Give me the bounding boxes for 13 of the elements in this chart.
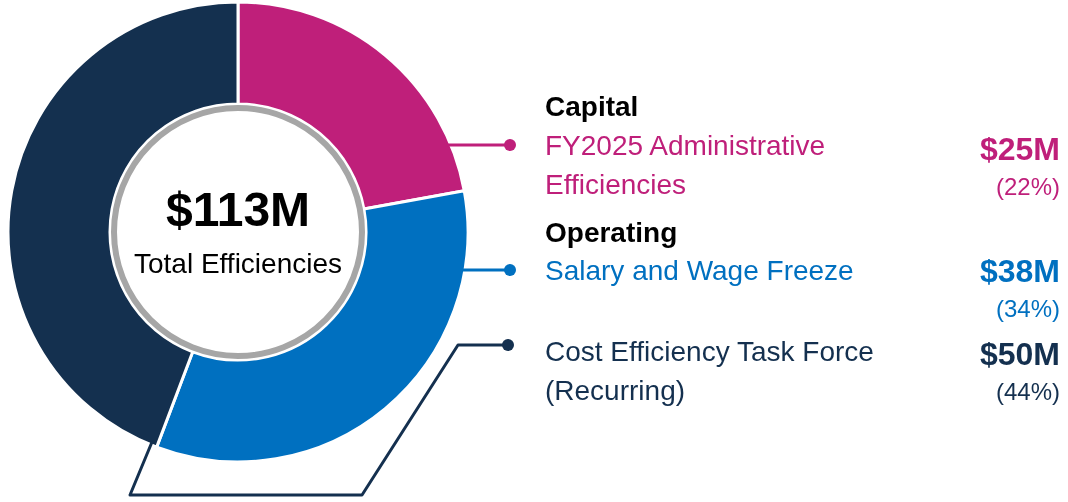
legend-label: Cost Efficiency Task Force (Recurring) xyxy=(545,336,874,406)
data-label: $50M xyxy=(979,336,1060,372)
text: Total Efficiencies xyxy=(133,248,343,279)
text: (44%) xyxy=(995,378,1060,405)
text: Operating xyxy=(545,217,678,248)
data-label: $38M xyxy=(979,253,1060,289)
data-label: $25M xyxy=(979,131,1060,167)
text: Capital xyxy=(545,91,639,122)
text: (22%) xyxy=(995,173,1060,200)
text: $113M xyxy=(165,183,311,236)
text: (34%) xyxy=(995,295,1060,322)
legend-label: FY2025 Administrative Efficiencies xyxy=(545,130,826,200)
legend-label: Salary and Wage Freeze xyxy=(545,255,854,286)
